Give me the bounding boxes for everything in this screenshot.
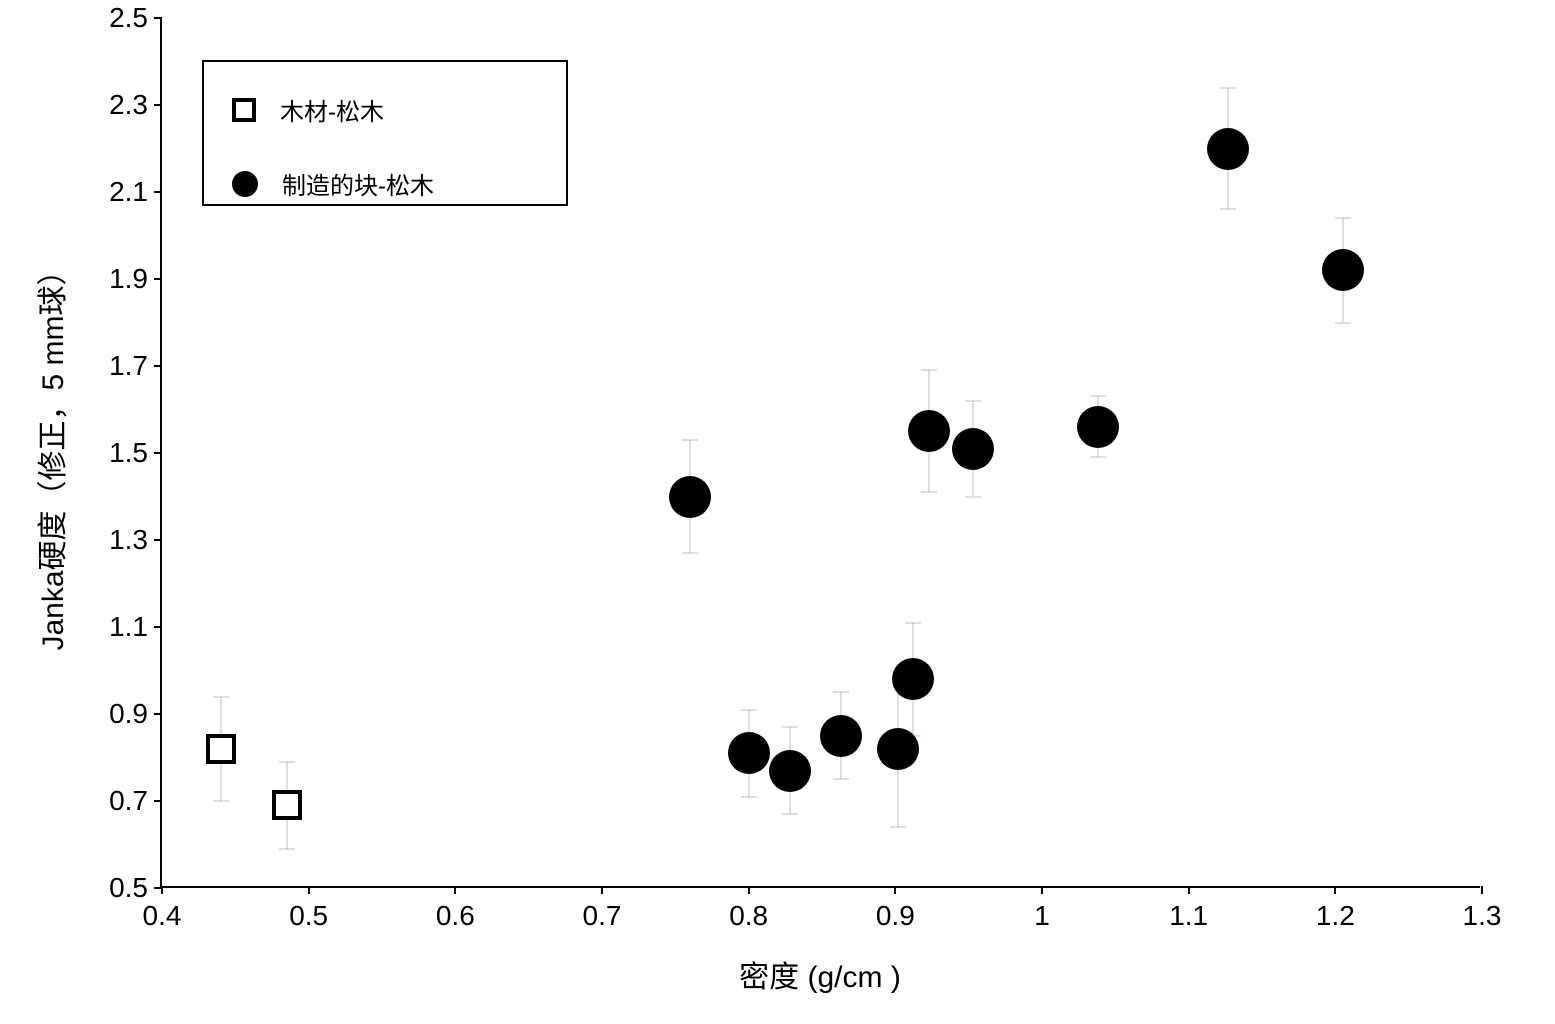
x-tick-label: 1: [1034, 886, 1050, 932]
y-tick-label: 0.9: [109, 698, 162, 730]
x-tick-label: 0.6: [436, 886, 475, 932]
x-tick-label: 1.3: [1463, 886, 1502, 932]
marker-block-pine: [952, 428, 994, 470]
marker-block-pine: [908, 410, 950, 452]
legend-label: 木材-松木: [280, 92, 384, 127]
error-bar-cap: [682, 553, 698, 554]
marker-block-pine: [769, 750, 811, 792]
marker-block-pine: [1322, 249, 1364, 291]
x-tick-label: 0.5: [289, 886, 328, 932]
marker-block-pine: [669, 476, 711, 518]
error-bar-cap: [833, 779, 849, 780]
error-bar-cap: [1220, 209, 1236, 210]
legend-row: 制造的块-松木: [232, 166, 434, 201]
error-bar-cap: [905, 622, 921, 623]
plot-area: 0.50.70.91.11.31.51.71.92.12.32.50.40.50…: [160, 18, 1480, 888]
y-tick-label: 1.3: [109, 524, 162, 556]
error-bar-cap: [1335, 322, 1351, 323]
x-tick-label: 1.2: [1316, 886, 1355, 932]
marker-wood-pine: [272, 790, 302, 820]
legend-swatch-block-pine: [232, 171, 258, 197]
error-bar-cap: [782, 727, 798, 728]
legend: 木材-松木制造的块-松木: [202, 60, 568, 206]
error-bar-cap: [965, 400, 981, 401]
error-bar-cap: [1090, 457, 1106, 458]
legend-label: 制造的块-松木: [282, 166, 434, 201]
error-bar-cap: [1335, 218, 1351, 219]
marker-block-pine: [728, 732, 770, 774]
error-bar-cap: [213, 696, 229, 697]
x-tick-label: 1.1: [1169, 886, 1208, 932]
y-tick-label: 1.9: [109, 263, 162, 295]
error-bar-cap: [279, 761, 295, 762]
error-bar-cap: [833, 692, 849, 693]
x-axis-title: 密度 (g/cm ): [739, 952, 901, 996]
marker-block-pine: [1077, 406, 1119, 448]
error-bar-cap: [741, 796, 757, 797]
legend-row: 木材-松木: [232, 92, 384, 127]
y-axis-title: Janka硬度（修正，5 mm球）: [28, 255, 72, 650]
marker-block-pine: [1207, 128, 1249, 170]
marker-wood-pine: [206, 734, 236, 764]
error-bar-cap: [782, 814, 798, 815]
x-tick-label: 0.9: [876, 886, 915, 932]
y-tick-label: 2.5: [109, 2, 162, 34]
error-bar-cap: [682, 439, 698, 440]
marker-block-pine: [877, 728, 919, 770]
legend-swatch-wood-pine: [232, 98, 256, 122]
x-tick-label: 0.7: [583, 886, 622, 932]
error-bar-cap: [741, 709, 757, 710]
error-bar-cap: [213, 801, 229, 802]
y-tick-label: 1.5: [109, 437, 162, 469]
x-tick-label: 0.4: [143, 886, 182, 932]
y-tick-label: 2.3: [109, 89, 162, 121]
y-tick-label: 1.1: [109, 611, 162, 643]
error-bar-cap: [1220, 87, 1236, 88]
error-bar-cap: [279, 848, 295, 849]
marker-block-pine: [892, 658, 934, 700]
y-tick-label: 1.7: [109, 350, 162, 382]
x-tick-label: 0.8: [729, 886, 768, 932]
error-bar-cap: [1090, 396, 1106, 397]
error-bar-cap: [921, 492, 937, 493]
scatter-chart: 0.50.70.91.11.31.51.71.92.12.32.50.40.50…: [0, 0, 1555, 1024]
marker-block-pine: [820, 715, 862, 757]
error-bar-cap: [965, 496, 981, 497]
error-bar-cap: [921, 370, 937, 371]
y-tick-label: 0.7: [109, 785, 162, 817]
y-tick-label: 2.1: [109, 176, 162, 208]
error-bar-cap: [890, 827, 906, 828]
